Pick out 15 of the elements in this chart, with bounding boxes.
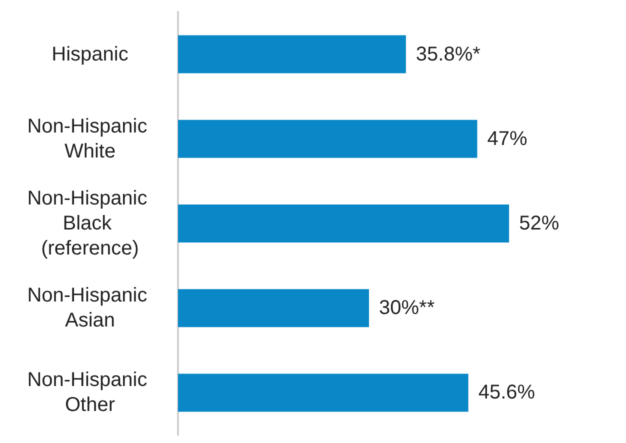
data-label: 47% xyxy=(487,128,528,150)
bar xyxy=(178,374,468,412)
y-tick-label: Non-Hispanic Other xyxy=(27,369,153,416)
bar xyxy=(178,120,478,158)
bar xyxy=(178,35,406,74)
y-tick-label: Non-Hispanic White xyxy=(27,115,153,162)
y-tick-label: Non-Hispanic Black (reference) xyxy=(27,188,153,260)
data-label: 52% xyxy=(519,212,560,234)
y-tick-label: Hispanic xyxy=(52,43,128,66)
y-tick-label: Non-Hispanic Asian xyxy=(27,284,153,332)
bar xyxy=(178,204,510,242)
data-label: 35.8%* xyxy=(416,43,481,66)
data-label: 45.6% xyxy=(478,382,536,404)
data-label: 30%** xyxy=(379,297,435,320)
bar xyxy=(178,289,369,328)
